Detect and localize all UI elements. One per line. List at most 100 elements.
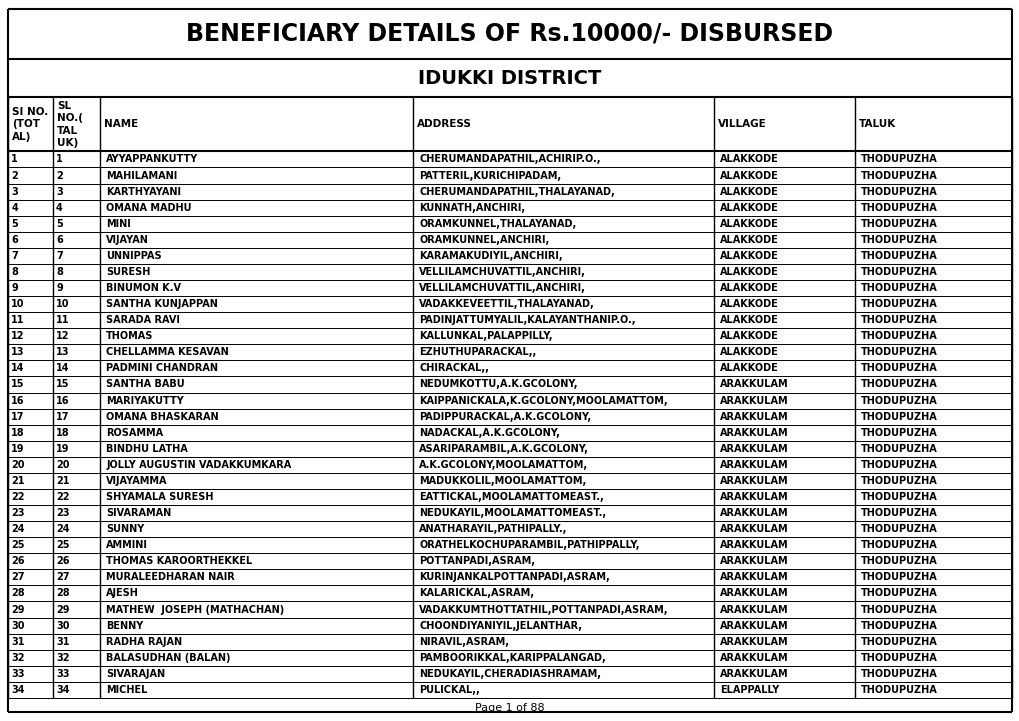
Text: RADHA RAJAN: RADHA RAJAN	[106, 637, 182, 647]
Text: THODUPUZHA: THODUPUZHA	[860, 540, 936, 550]
Text: THODUPUZHA: THODUPUZHA	[860, 331, 936, 341]
Text: BINUMON K.V: BINUMON K.V	[106, 283, 181, 293]
Text: SHYAMALA SURESH: SHYAMALA SURESH	[106, 492, 213, 502]
Text: MINI: MINI	[106, 218, 130, 229]
Text: CHELLAMMA KESAVAN: CHELLAMMA KESAVAN	[106, 348, 228, 358]
Text: TALUK: TALUK	[858, 120, 896, 129]
Text: VILLAGE: VILLAGE	[717, 120, 766, 129]
Text: ANATHARAYIL,PATHIPALLY.,: ANATHARAYIL,PATHIPALLY.,	[419, 524, 567, 534]
Text: BENEFICIARY DETAILS OF Rs.10000/- DISBURSED: BENEFICIARY DETAILS OF Rs.10000/- DISBUR…	[186, 22, 833, 46]
Text: ALAKKODE: ALAKKODE	[719, 235, 779, 245]
Text: SIVARAMAN: SIVARAMAN	[106, 508, 171, 518]
Text: ALAKKODE: ALAKKODE	[719, 283, 779, 293]
Text: ARAKKULAM: ARAKKULAM	[719, 588, 788, 598]
Text: 12: 12	[11, 331, 24, 341]
Text: ORAMKUNNEL,ANCHIRI,: ORAMKUNNEL,ANCHIRI,	[419, 235, 549, 245]
Text: 6: 6	[56, 235, 63, 245]
Text: JOLLY AUGUSTIN VADAKKUMKARA: JOLLY AUGUSTIN VADAKKUMKARA	[106, 460, 291, 470]
Text: 16: 16	[11, 396, 24, 405]
Text: ROSAMMA: ROSAMMA	[106, 428, 163, 438]
Text: THODUPUZHA: THODUPUZHA	[860, 508, 936, 518]
Text: BENNY: BENNY	[106, 621, 144, 631]
Text: KARTHYAYANI: KARTHYAYANI	[106, 187, 181, 197]
Text: CHERUMANDAPATHIL,THALAYANAD,: CHERUMANDAPATHIL,THALAYANAD,	[419, 187, 614, 197]
Text: THODUPUZHA: THODUPUZHA	[860, 621, 936, 631]
Text: THODUPUZHA: THODUPUZHA	[860, 557, 936, 566]
Text: ARAKKULAM: ARAKKULAM	[719, 412, 788, 422]
Text: ALAKKODE: ALAKKODE	[719, 348, 779, 358]
Text: 32: 32	[56, 653, 69, 663]
Text: ARAKKULAM: ARAKKULAM	[719, 637, 788, 647]
Text: 10: 10	[56, 299, 69, 309]
Text: 28: 28	[11, 588, 24, 598]
Text: 19: 19	[11, 444, 24, 454]
Text: KARAMAKUDIYIL,ANCHIRI,: KARAMAKUDIYIL,ANCHIRI,	[419, 251, 562, 261]
Text: MARIYAKUTTY: MARIYAKUTTY	[106, 396, 183, 405]
Text: 25: 25	[56, 540, 69, 550]
Text: Page 1 of 88: Page 1 of 88	[475, 703, 544, 713]
Text: ARAKKULAM: ARAKKULAM	[719, 604, 788, 614]
Text: 33: 33	[11, 669, 24, 678]
Text: ALAKKODE: ALAKKODE	[719, 187, 779, 197]
Text: ALAKKODE: ALAKKODE	[719, 315, 779, 325]
Text: 24: 24	[11, 524, 24, 534]
Text: A.K.GCOLONY,MOOLAMATTOM,: A.K.GCOLONY,MOOLAMATTOM,	[419, 460, 588, 470]
Text: 5: 5	[11, 218, 18, 229]
Text: 9: 9	[11, 283, 18, 293]
Text: 27: 27	[11, 572, 24, 583]
Text: ALAKKODE: ALAKKODE	[719, 218, 779, 229]
Text: 34: 34	[56, 685, 69, 695]
Text: 22: 22	[56, 492, 69, 502]
Text: THODUPUZHA: THODUPUZHA	[860, 444, 936, 454]
Text: ARAKKULAM: ARAKKULAM	[719, 428, 788, 438]
Text: EZHUTHUPARACKAL,,: EZHUTHUPARACKAL,,	[419, 348, 536, 358]
Text: 8: 8	[56, 267, 63, 277]
Text: THODUPUZHA: THODUPUZHA	[860, 154, 936, 164]
Text: AYYAPPANKUTTY: AYYAPPANKUTTY	[106, 154, 198, 164]
Text: 23: 23	[11, 508, 24, 518]
Text: 25: 25	[11, 540, 24, 550]
Text: 11: 11	[56, 315, 69, 325]
Text: PULICKAL,,: PULICKAL,,	[419, 685, 480, 695]
Text: 12: 12	[56, 331, 69, 341]
Text: NIRAVIL,ASRAM,: NIRAVIL,ASRAM,	[419, 637, 508, 647]
Text: 26: 26	[56, 557, 69, 566]
Text: 20: 20	[56, 460, 69, 470]
Text: 16: 16	[56, 396, 69, 405]
Text: THODUPUZHA: THODUPUZHA	[860, 396, 936, 405]
Text: NEDUKAYIL,MOOLAMATTOMEAST.,: NEDUKAYIL,MOOLAMATTOMEAST.,	[419, 508, 605, 518]
Text: ALAKKODE: ALAKKODE	[719, 363, 779, 373]
Text: ARAKKULAM: ARAKKULAM	[719, 653, 788, 663]
Text: PADMINI CHANDRAN: PADMINI CHANDRAN	[106, 363, 218, 373]
Text: VIJAYAMMA: VIJAYAMMA	[106, 476, 167, 486]
Text: 13: 13	[56, 348, 69, 358]
Text: THODUPUZHA: THODUPUZHA	[860, 187, 936, 197]
Text: 2: 2	[56, 171, 63, 180]
Text: THODUPUZHA: THODUPUZHA	[860, 235, 936, 245]
Text: ALAKKODE: ALAKKODE	[719, 251, 779, 261]
Text: THODUPUZHA: THODUPUZHA	[860, 524, 936, 534]
Text: 14: 14	[11, 363, 24, 373]
Text: PADINJATTUMYALIL,KALAYANTHANIP.O.,: PADINJATTUMYALIL,KALAYANTHANIP.O.,	[419, 315, 635, 325]
Text: NEDUKAYIL,CHERADIASHRAMAM,: NEDUKAYIL,CHERADIASHRAMAM,	[419, 669, 600, 678]
Text: KALARICKAL,ASRAM,: KALARICKAL,ASRAM,	[419, 588, 534, 598]
Text: BALASUDHAN (BALAN): BALASUDHAN (BALAN)	[106, 653, 230, 663]
Text: THODUPUZHA: THODUPUZHA	[860, 685, 936, 695]
Text: ARAKKULAM: ARAKKULAM	[719, 572, 788, 583]
Text: CHOONDIYANIYIL,JELANTHAR,: CHOONDIYANIYIL,JELANTHAR,	[419, 621, 582, 631]
Text: ARAKKULAM: ARAKKULAM	[719, 524, 788, 534]
Text: 5: 5	[56, 218, 63, 229]
Text: SURESH: SURESH	[106, 267, 151, 277]
Text: VADAKKUMTHOTTATHIL,POTTANPADI,ASRAM,: VADAKKUMTHOTTATHIL,POTTANPADI,ASRAM,	[419, 604, 668, 614]
Text: THODUPUZHA: THODUPUZHA	[860, 299, 936, 309]
Text: VELLILAMCHUVATTIL,ANCHIRI,: VELLILAMCHUVATTIL,ANCHIRI,	[419, 267, 586, 277]
Text: THODUPUZHA: THODUPUZHA	[860, 428, 936, 438]
Text: ORAMKUNNEL,THALAYANAD,: ORAMKUNNEL,THALAYANAD,	[419, 218, 576, 229]
Text: 29: 29	[56, 604, 69, 614]
Text: THODUPUZHA: THODUPUZHA	[860, 363, 936, 373]
Text: EATTICKAL,MOOLAMATTOMEAST.,: EATTICKAL,MOOLAMATTOMEAST.,	[419, 492, 603, 502]
Text: VIJAYAN: VIJAYAN	[106, 235, 149, 245]
Text: THODUPUZHA: THODUPUZHA	[860, 572, 936, 583]
Text: ARAKKULAM: ARAKKULAM	[719, 557, 788, 566]
Text: 33: 33	[56, 669, 69, 678]
